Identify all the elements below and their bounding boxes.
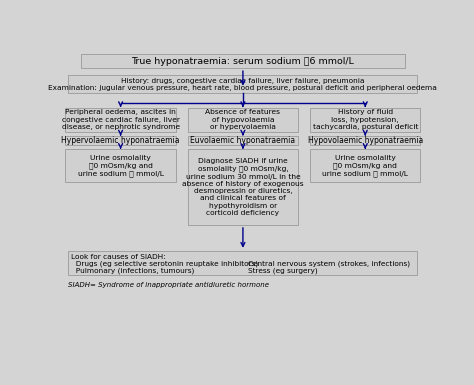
- Text: Hypovolaemic hyponatraemia: Hypovolaemic hyponatraemia: [308, 136, 423, 145]
- FancyBboxPatch shape: [82, 54, 405, 68]
- Text: SIADH= Syndrome of inappropriate antidiuretic hormone: SIADH= Syndrome of inappropriate antidiu…: [68, 282, 269, 288]
- Text: History of fluid
loss, hypotension,
tachycardia, postural deficit: History of fluid loss, hypotension, tach…: [312, 109, 418, 130]
- Text: Pulmonary (infections, tumours): Pulmonary (infections, tumours): [72, 267, 195, 274]
- Text: Absence of features
of hypovolaemia
or hypervolaemia: Absence of features of hypovolaemia or h…: [205, 109, 281, 130]
- Text: Diagnose SIADH if urine
osmolality 㸐0 mOsm/kg,
urine sodium 30 mmol/L in the
abs: Diagnose SIADH if urine osmolality 㸐0 mO…: [182, 159, 304, 216]
- FancyBboxPatch shape: [188, 107, 298, 132]
- FancyBboxPatch shape: [68, 251, 418, 275]
- FancyBboxPatch shape: [68, 75, 418, 93]
- FancyBboxPatch shape: [310, 136, 420, 145]
- FancyBboxPatch shape: [310, 149, 420, 182]
- FancyBboxPatch shape: [188, 136, 298, 145]
- Text: Drugs (eg selective serotonin reuptake inhibitors): Drugs (eg selective serotonin reuptake i…: [72, 261, 259, 267]
- Text: True hyponatraemia: serum sodium 㰓6 mmol/L: True hyponatraemia: serum sodium 㰓6 mmol…: [131, 57, 355, 65]
- FancyBboxPatch shape: [310, 107, 420, 132]
- FancyBboxPatch shape: [65, 149, 176, 182]
- Text: Peripheral oedema, ascites in
congestive cardiac failure, liver
disease, or neph: Peripheral oedema, ascites in congestive…: [62, 109, 180, 130]
- Text: History: drugs, congestive cardiac failure, liver failure, pneumonia
Examination: History: drugs, congestive cardiac failu…: [48, 77, 438, 91]
- Text: Look for causes of SIADH:: Look for causes of SIADH:: [72, 254, 166, 260]
- FancyBboxPatch shape: [65, 107, 176, 132]
- Text: Central nervous system (strokes, infections): Central nervous system (strokes, infecti…: [248, 261, 410, 267]
- FancyBboxPatch shape: [188, 149, 298, 225]
- Text: Hypervolaemic hyponatraemia: Hypervolaemic hyponatraemia: [61, 136, 180, 145]
- Text: Urine osmolality
㸐0 mOsm/kg and
urine sodium 㰰 mmol/L: Urine osmolality 㸐0 mOsm/kg and urine so…: [322, 155, 408, 177]
- Text: Stress (eg surgery): Stress (eg surgery): [248, 267, 318, 274]
- FancyBboxPatch shape: [65, 136, 176, 145]
- Text: Urine osmolality
㸐0 mOsm/kg and
urine sodium 㰰 mmol/L: Urine osmolality 㸐0 mOsm/kg and urine so…: [78, 155, 164, 177]
- Text: Euvolaemic hyponatraemia: Euvolaemic hyponatraemia: [191, 136, 295, 145]
